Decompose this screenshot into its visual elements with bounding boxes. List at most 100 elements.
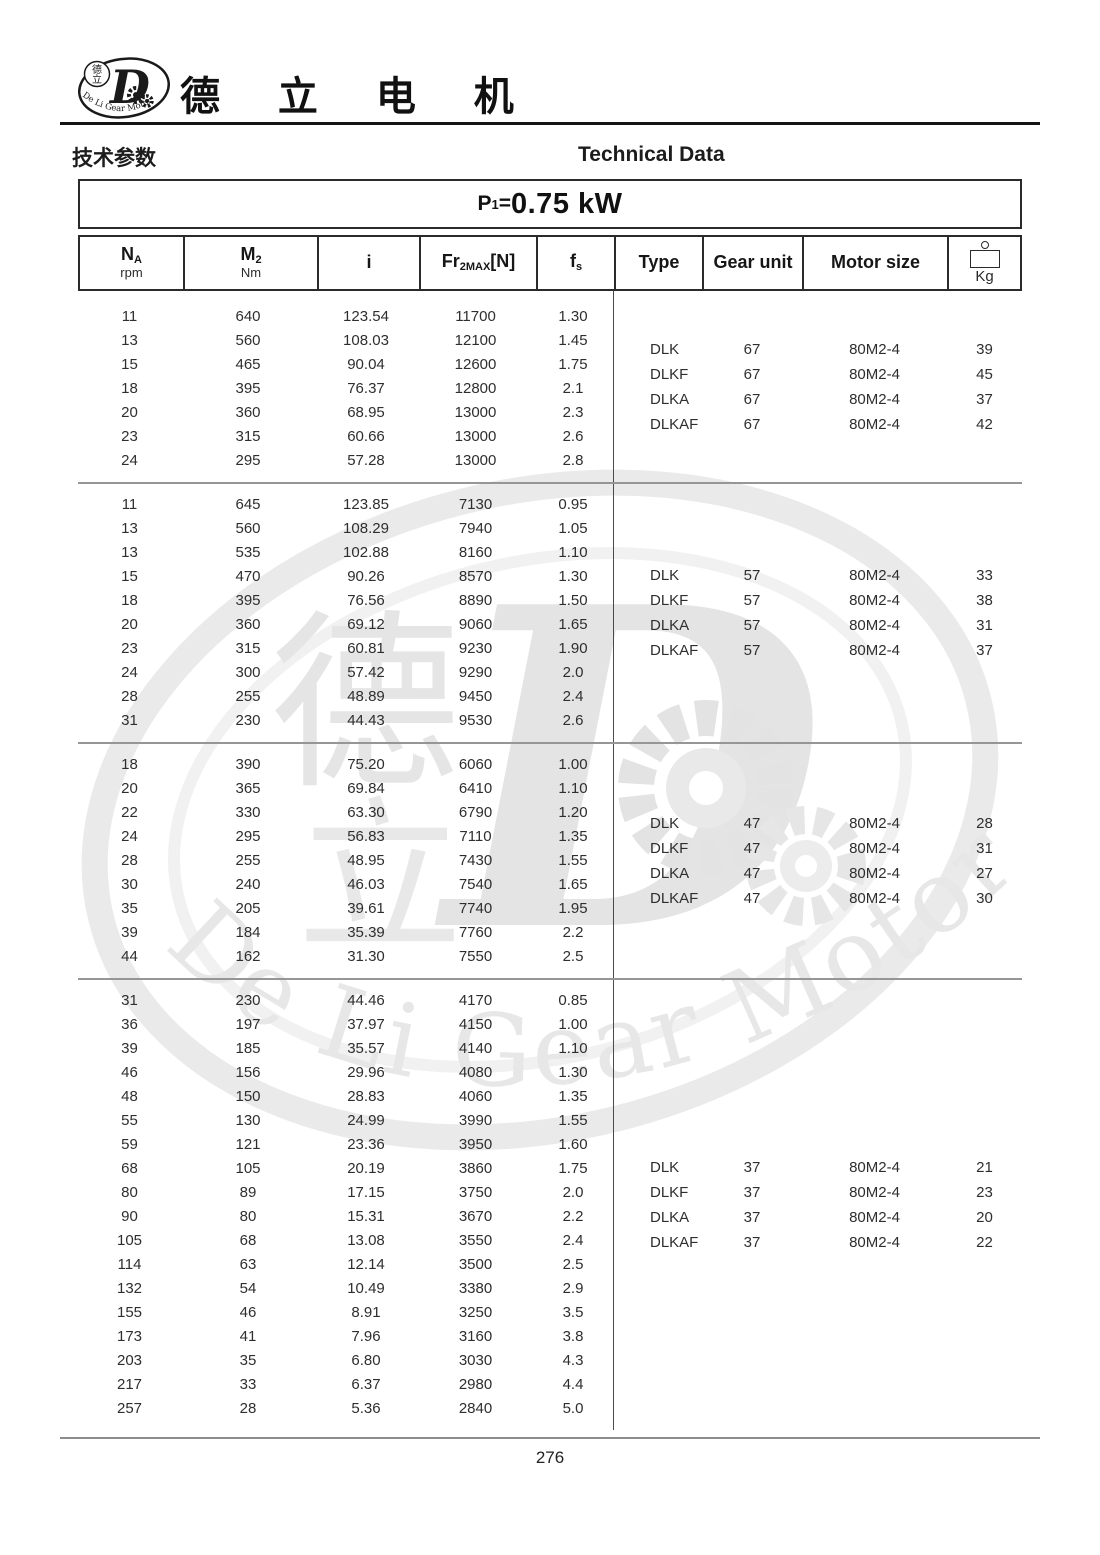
na-cell: 55 — [121, 1112, 138, 1129]
kg-cell: 31 — [976, 617, 993, 634]
table-row: 13 560 108.03 12100 1.45 — [78, 329, 613, 353]
motor-size-cell: 80M2-4 — [849, 642, 900, 659]
gear-unit-cell: 67 — [743, 390, 761, 408]
fs-cell: 1.30 — [558, 308, 588, 325]
fs-cell: 1.60 — [558, 1136, 588, 1153]
i-cell: 90.26 — [347, 568, 385, 585]
na-cell: 39 — [121, 1040, 138, 1057]
m2-cell: 89 — [239, 1184, 257, 1201]
type-cell: DLKF — [650, 840, 689, 857]
table-row: 114 63 12.14 3500 2.5 — [78, 1253, 613, 1277]
i-cell: 29.96 — [347, 1064, 385, 1081]
fs-sub: s — [575, 261, 583, 274]
type-cell: DLK — [650, 340, 680, 358]
m2-cell: 184 — [235, 924, 261, 941]
gear-unit-cell: 57 — [743, 567, 761, 584]
fs-cell: 2.0 — [562, 1184, 584, 1201]
fs-cell: 1.10 — [558, 544, 588, 561]
fr2max-cell: 4170 — [458, 992, 493, 1009]
fr2max-cell: 9060 — [458, 616, 493, 633]
m2-cell: 121 — [235, 1136, 261, 1153]
m2-cell: 162 — [235, 948, 261, 965]
m2-cell: 470 — [235, 568, 261, 585]
m2-cell: 390 — [235, 756, 261, 773]
page-number: 276 — [535, 1448, 565, 1467]
fr2max-cell: 6790 — [458, 804, 493, 821]
m2-cell: 197 — [235, 1016, 261, 1033]
na-cell: 13 — [121, 520, 138, 537]
fs-cell: 2.2 — [562, 1208, 584, 1225]
na-cell: 217 — [116, 1376, 143, 1393]
fs-cell: 1.35 — [558, 828, 588, 845]
i-cell: 57.28 — [347, 452, 385, 469]
watermark-cn-bottom: 立 — [298, 782, 463, 974]
motor-size-cell: 80M2-4 — [849, 567, 900, 584]
i-cell: 76.56 — [347, 592, 385, 609]
fr2max-cell: 3950 — [458, 1136, 493, 1153]
m2-cell: 80 — [239, 1208, 257, 1225]
i-main: i — [366, 252, 372, 273]
table-row: 132 54 10.49 3380 2.9 — [78, 1277, 613, 1301]
type-row: DLKA 47 80M2-4 27 — [614, 861, 1022, 886]
i-cell: 39.61 — [347, 900, 385, 917]
m2-cell: 205 — [235, 900, 261, 917]
m2-cell: 185 — [235, 1040, 261, 1057]
i-cell: 24.99 — [347, 1112, 385, 1129]
table-row: 28 255 48.95 7430 1.55 — [78, 849, 613, 873]
table-row: 20 360 69.12 9060 1.65 — [78, 613, 613, 637]
i-cell: 69.84 — [347, 780, 385, 797]
company-logo: D 德 立 De Li Gear Motor — [78, 57, 170, 119]
fs-cell: 2.6 — [562, 712, 584, 729]
table-row: 20 360 68.95 13000 2.3 — [78, 401, 613, 425]
m2-cell: 330 — [235, 804, 261, 821]
type-cell: DLKAF — [650, 642, 699, 659]
fr2max-cell: 12100 — [454, 332, 497, 349]
m2-cell: 54 — [239, 1280, 257, 1297]
kg-cell: 45 — [976, 365, 993, 383]
fs-cell: 1.35 — [558, 1088, 588, 1105]
weight-icon-body — [969, 249, 1000, 268]
m2-cell: 300 — [235, 664, 261, 681]
motor-size-cell: 80M2-4 — [849, 390, 900, 408]
table-row: 13 560 108.29 7940 1.05 — [78, 517, 613, 541]
table-section: 31 230 44.46 4170 0.85 36 197 37.97 4150 1.00 39 18… — [78, 978, 1022, 1430]
fs-cell: 1.30 — [558, 1064, 588, 1081]
section-type-block: DLK 47 80M2-4 28 DLKF 47 80M2-4 31 DLKA 47 80M2-4 2… — [613, 744, 1022, 978]
watermark-gears — [618, 700, 866, 926]
fr2max-cell: 7760 — [458, 924, 493, 941]
motor-size-cell: 80M2-4 — [849, 617, 900, 634]
na-cell: 203 — [116, 1352, 143, 1369]
fs-cell: 1.65 — [558, 616, 588, 633]
i-cell: 28.83 — [347, 1088, 385, 1105]
na-cell: 20 — [121, 780, 138, 797]
type-row: DLK 37 80M2-4 21 — [614, 1155, 1022, 1180]
na-cell: 24 — [121, 452, 138, 469]
na-cell: 257 — [116, 1400, 143, 1417]
na-cell: 15 — [121, 568, 138, 585]
col-header-na: NA rpm — [80, 237, 183, 289]
m2-cell: 560 — [235, 332, 261, 349]
type-row: DLK 57 80M2-4 33 — [614, 563, 1022, 588]
table-row: 44 162 31.30 7550 2.5 — [78, 945, 613, 969]
fr2max-cell: 3550 — [458, 1232, 493, 1249]
i-cell: 6.37 — [351, 1376, 381, 1393]
footer-rule — [60, 1437, 1040, 1439]
na-cell: 13 — [121, 544, 138, 561]
na-cell: 39 — [121, 924, 138, 941]
logo-cn-top: 德 — [92, 63, 102, 76]
m2-cell: 46 — [239, 1304, 257, 1321]
i-cell: 35.39 — [347, 924, 385, 941]
na-cell: 11 — [121, 308, 138, 325]
m2-cell: 240 — [235, 876, 261, 893]
gear-unit-cell: 67 — [743, 340, 761, 358]
type-row: DLKA 67 80M2-4 37 — [614, 387, 1022, 412]
na-cell: 173 — [116, 1328, 143, 1345]
i-cell: 48.95 — [347, 852, 385, 869]
type-row: DLKAF 67 80M2-4 42 — [614, 412, 1022, 437]
kg-cell: 27 — [976, 865, 993, 882]
fs-cell: 2.1 — [562, 380, 584, 397]
type-row: DLKA 57 80M2-4 31 — [614, 613, 1022, 638]
fs-cell: 4.3 — [562, 1352, 584, 1369]
fr-sub: 2MAX — [459, 261, 491, 274]
i-cell: 8.91 — [351, 1304, 381, 1321]
